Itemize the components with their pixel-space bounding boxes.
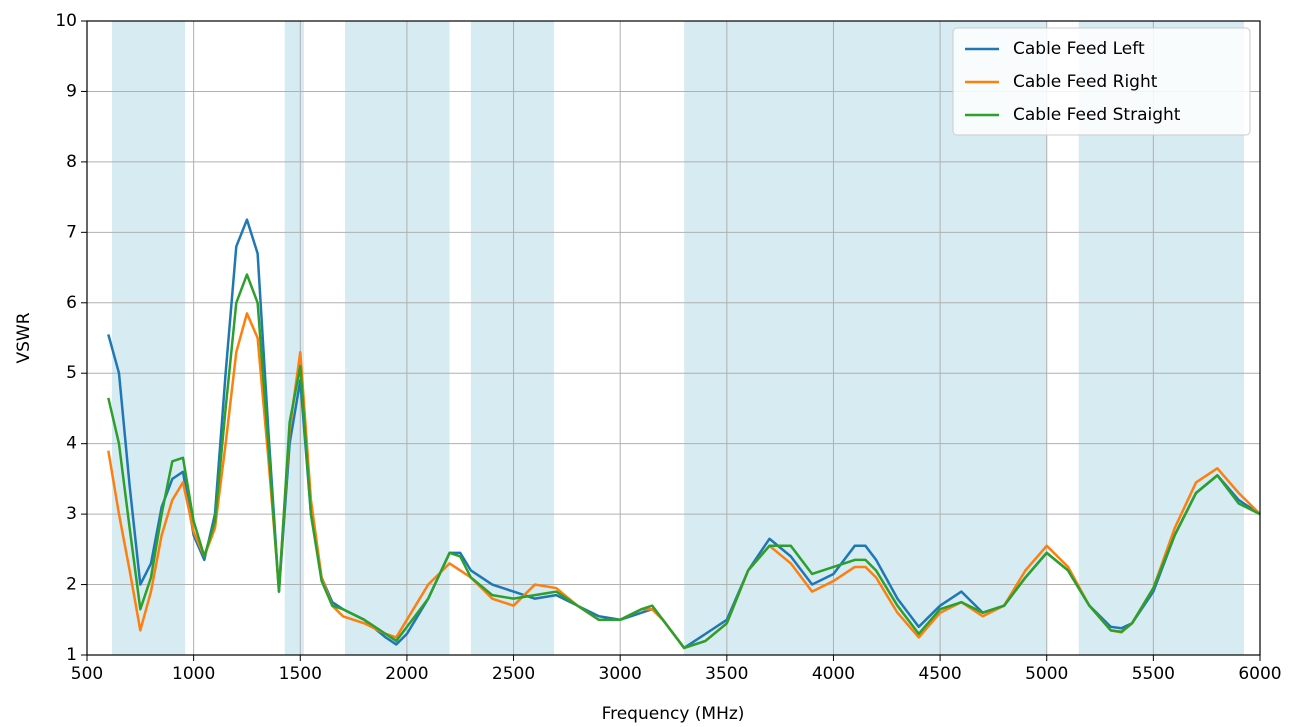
x-tick-label: 3500 <box>705 664 748 684</box>
legend-label: Cable Feed Right <box>1013 72 1158 92</box>
series-line <box>107 273 1261 650</box>
x-tick-label: 3000 <box>599 664 642 684</box>
x-tick-label: 4500 <box>918 664 961 684</box>
x-tick-label: 5000 <box>1025 664 1068 684</box>
x-tick-label: 2000 <box>385 664 428 684</box>
band-span <box>111 21 186 655</box>
y-axis-label: VSWR <box>14 312 34 363</box>
legend-box <box>952 27 1251 136</box>
band-span <box>345 21 450 655</box>
x-tick-label: 6000 <box>1238 664 1281 684</box>
x-axis-label: Frequency (MHz) <box>602 704 745 724</box>
legend-label: Cable Feed Left <box>1013 39 1145 59</box>
x-tick-label: 5500 <box>1132 664 1175 684</box>
y-tick-label: 10 <box>55 11 77 31</box>
x-tick-label: 500 <box>71 664 103 684</box>
y-tick-label: 6 <box>66 293 77 313</box>
legend-label: Cable Feed Straight <box>1013 105 1181 125</box>
y-tick-label: 4 <box>66 434 77 454</box>
y-tick-label: 5 <box>66 363 77 383</box>
plot-frame <box>86 20 1261 656</box>
x-tick-label: 4000 <box>812 664 855 684</box>
x-tick-label: 2500 <box>492 664 535 684</box>
y-tick-label: 9 <box>66 81 77 101</box>
band-span <box>284 21 304 655</box>
y-tick-label: 3 <box>66 504 77 524</box>
legend: Cable Feed Left Cable Feed Right Cable Fee… <box>952 27 1251 136</box>
band-span <box>470 21 555 655</box>
y-tick-label: 2 <box>66 575 77 595</box>
y-tick-label: 7 <box>66 222 77 242</box>
y-tick-label: 1 <box>66 645 77 665</box>
x-tick-label: 1500 <box>279 664 322 684</box>
y-tick-label: 8 <box>66 152 77 172</box>
x-tick-label: 1000 <box>172 664 215 684</box>
